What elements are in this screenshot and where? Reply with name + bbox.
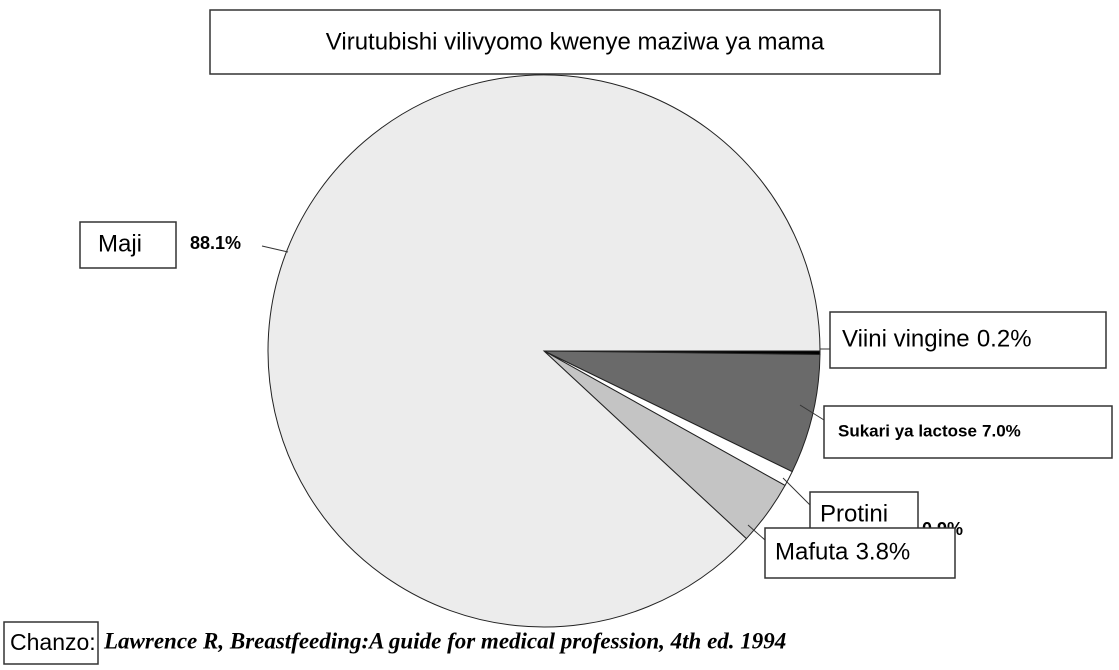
title-box — [209, 9, 941, 75]
leader-line — [799, 404, 825, 421]
value-label: 3.8% — [856, 538, 911, 565]
source-label: Chanzo: — [10, 629, 96, 655]
label-box — [79, 221, 177, 269]
value-label: 0.2% — [977, 325, 1032, 352]
value-label: 88.1% — [190, 233, 241, 253]
value-label: 7.0% — [982, 421, 1021, 440]
slice-label: Mafuta — [775, 538, 849, 565]
source-label-box — [3, 621, 99, 665]
slice-label: Sukari ya lactose — [838, 421, 977, 440]
label-box — [764, 527, 956, 579]
slice — [543, 350, 821, 473]
leader-line — [782, 477, 811, 506]
label-box — [829, 311, 1107, 369]
source: Lawrence R, Breastfeeding:A guide for me… — [103, 628, 786, 653]
leader-line — [261, 245, 289, 253]
leader-line — [747, 524, 766, 541]
chart-title: Virutubishi vilivyomo kwenye maziwa ya m… — [326, 28, 825, 55]
slice-label: Viini vingine — [842, 325, 970, 352]
slice-label: Maji — [98, 230, 142, 257]
slice — [267, 74, 821, 628]
label-box — [823, 405, 1113, 459]
slice-label: Protini — [820, 500, 888, 527]
